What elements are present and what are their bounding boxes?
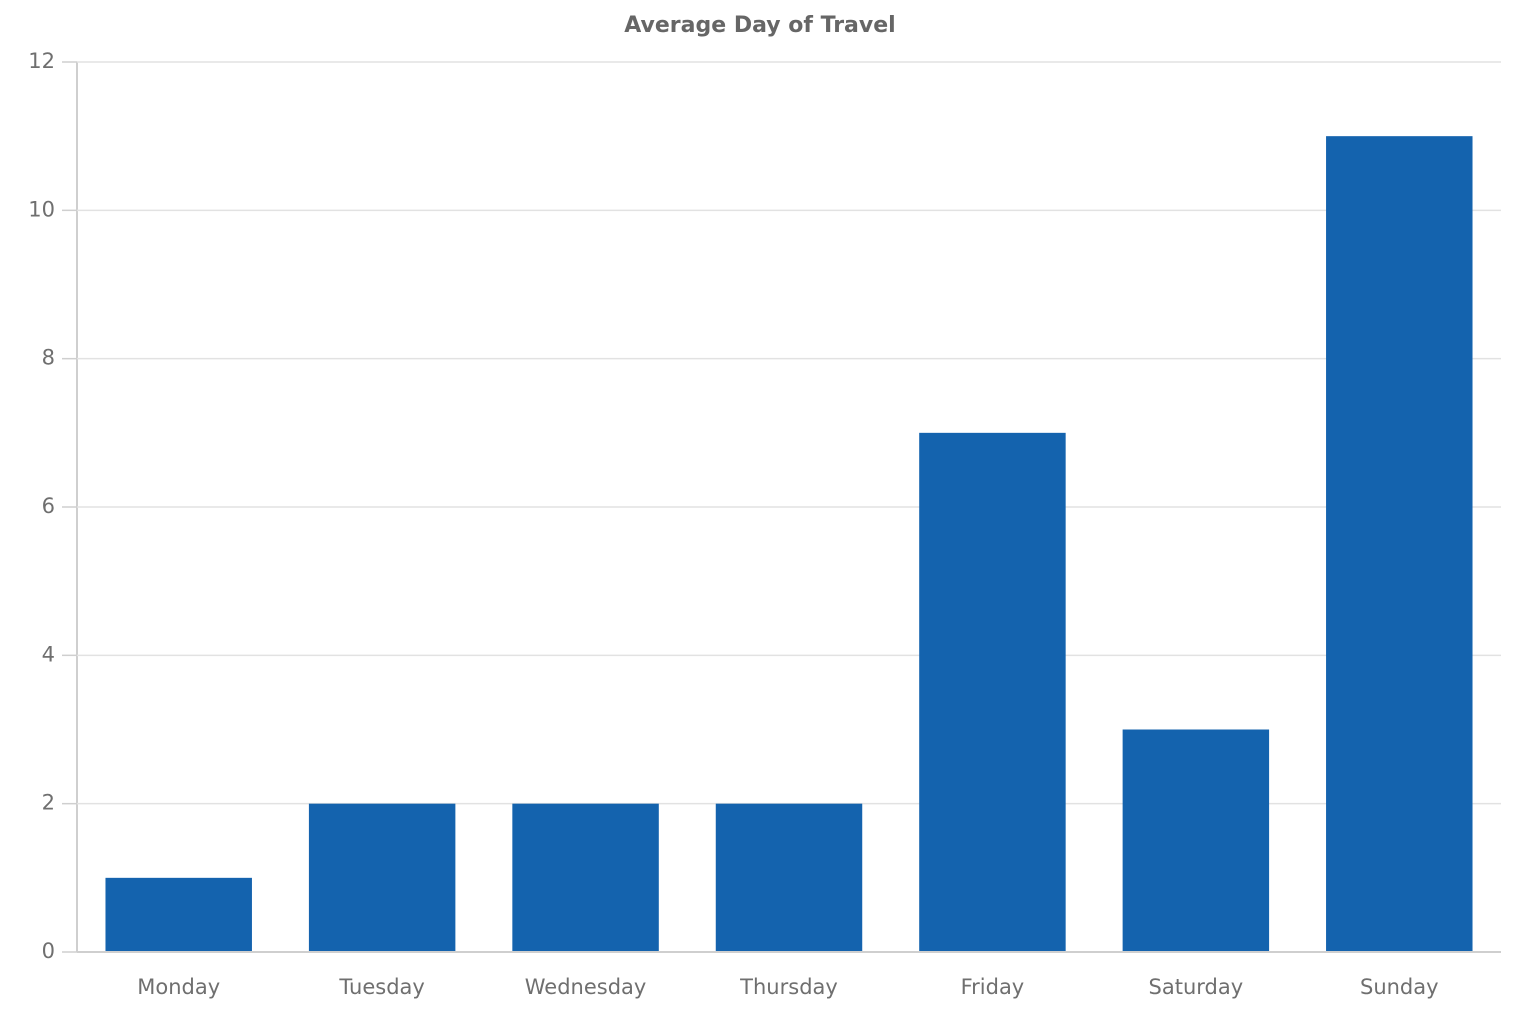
x-tick-label: Monday [137, 975, 220, 999]
y-tick-label: 10 [28, 197, 55, 221]
y-tick-label: 12 [28, 49, 55, 73]
bar [1122, 729, 1270, 952]
x-tick-label: Tuesday [338, 975, 424, 999]
bar [308, 803, 456, 952]
bar [512, 803, 659, 952]
bar [919, 432, 1066, 952]
bar [715, 803, 863, 952]
x-tick-label: Saturday [1149, 975, 1244, 999]
bar [1326, 136, 1473, 952]
y-tick-label: 6 [42, 494, 55, 518]
chart-title: Average Day of Travel [624, 13, 895, 38]
x-tick-label: Sunday [1360, 975, 1439, 999]
y-tick-label: 8 [42, 346, 55, 370]
x-tick-label: Friday [961, 975, 1025, 999]
y-tick-label: 2 [42, 791, 55, 815]
x-tick-label: Thursday [739, 975, 838, 999]
y-tick-label: 0 [42, 939, 55, 963]
y-tick-label: 4 [42, 642, 55, 666]
bar [105, 877, 252, 952]
x-tick-label: Wednesday [525, 975, 647, 999]
